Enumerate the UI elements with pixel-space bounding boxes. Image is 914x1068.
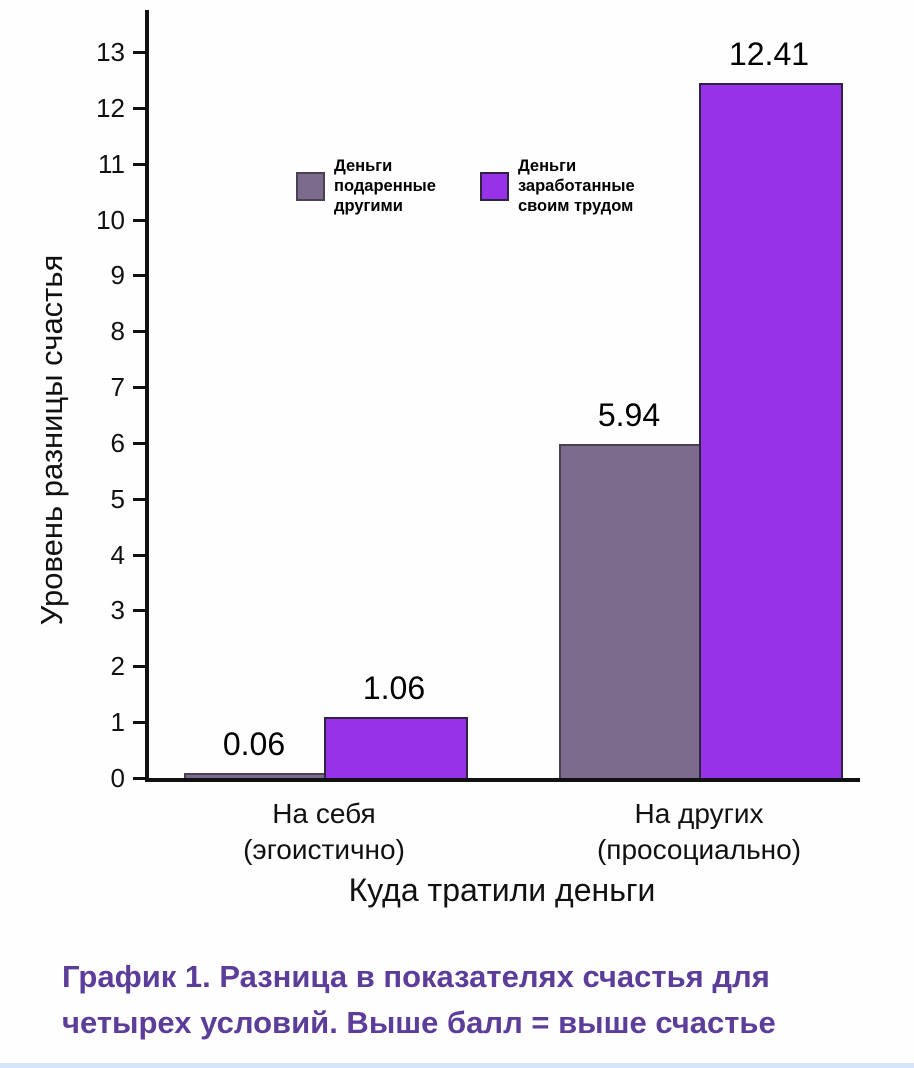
y-tick-mark bbox=[133, 106, 145, 110]
y-tick-mark bbox=[133, 274, 145, 278]
y-tick-mark bbox=[133, 218, 145, 222]
y-tick-mark bbox=[133, 777, 145, 780]
x-category-label-others: На других (просоциально) bbox=[596, 798, 802, 865]
y-tick-mark bbox=[133, 162, 145, 166]
y-tick-label: 2 bbox=[110, 651, 125, 682]
y-tick-label: 9 bbox=[110, 260, 125, 291]
y-axis-title: Уровень разницы счастья bbox=[34, 254, 69, 626]
y-tick-mark bbox=[133, 386, 145, 390]
legend: Деньги подаренные другими Деньги заработа… bbox=[296, 156, 635, 216]
y-tick-mark bbox=[133, 497, 145, 501]
bar-value-label: 12.41 bbox=[728, 35, 810, 72]
bar-self-earned bbox=[324, 716, 468, 778]
y-tick-label: 11 bbox=[98, 148, 125, 179]
legend-label: Деньги подаренные другими bbox=[334, 157, 436, 215]
bar-value-label: 1.06 bbox=[362, 669, 426, 706]
legend-item: Деньги подаренные другими bbox=[296, 156, 436, 216]
y-tick-label: 5 bbox=[110, 483, 125, 514]
y-tick-label: 12 bbox=[96, 92, 125, 123]
figure-caption: График 1. Разница в показателях счастья … bbox=[62, 959, 776, 1040]
y-tick-label: 7 bbox=[110, 372, 125, 403]
bottom-edge-strip bbox=[0, 1063, 914, 1068]
y-tick-label: 6 bbox=[110, 427, 125, 458]
x-axis-title: Куда тратили деньги bbox=[348, 872, 656, 908]
y-tick-label: 8 bbox=[110, 316, 125, 347]
y-tick-label: 13 bbox=[96, 37, 125, 67]
y-tick-label: 0 bbox=[110, 763, 125, 793]
legend-label: Деньги заработанные своим трудом bbox=[517, 157, 635, 215]
y-tick-mark bbox=[133, 330, 145, 334]
y-tick-mark bbox=[133, 553, 145, 557]
y-tick-label: 10 bbox=[96, 204, 125, 235]
y-tick-mark bbox=[133, 721, 145, 725]
plot-area: 0 1 2 3 4 5 6 7 8 9 10 11 12 13 0.06 1.06 На себя (эгоис… bbox=[96, 10, 860, 865]
bar-others-earned bbox=[699, 82, 843, 778]
y-tick-label: 3 bbox=[110, 595, 125, 626]
legend-swatch bbox=[479, 171, 509, 201]
bar-self-gifted bbox=[184, 772, 328, 778]
y-tick-mark bbox=[133, 51, 145, 54]
y-tick-mark bbox=[133, 441, 145, 445]
bar-others-gifted bbox=[559, 444, 703, 778]
x-category-label-self: На себя (эгоистично) bbox=[243, 798, 405, 865]
bar-value-label: 0.06 bbox=[222, 725, 286, 762]
y-tick-mark bbox=[133, 609, 145, 613]
bar-value-label: 5.94 bbox=[597, 397, 661, 434]
legend-item: Деньги заработанные своим трудом bbox=[479, 156, 635, 216]
y-tick-mark bbox=[133, 665, 145, 669]
legend-swatch bbox=[296, 171, 325, 201]
y-tick-label: 1 bbox=[110, 707, 125, 738]
y-tick-label: 4 bbox=[110, 539, 125, 570]
